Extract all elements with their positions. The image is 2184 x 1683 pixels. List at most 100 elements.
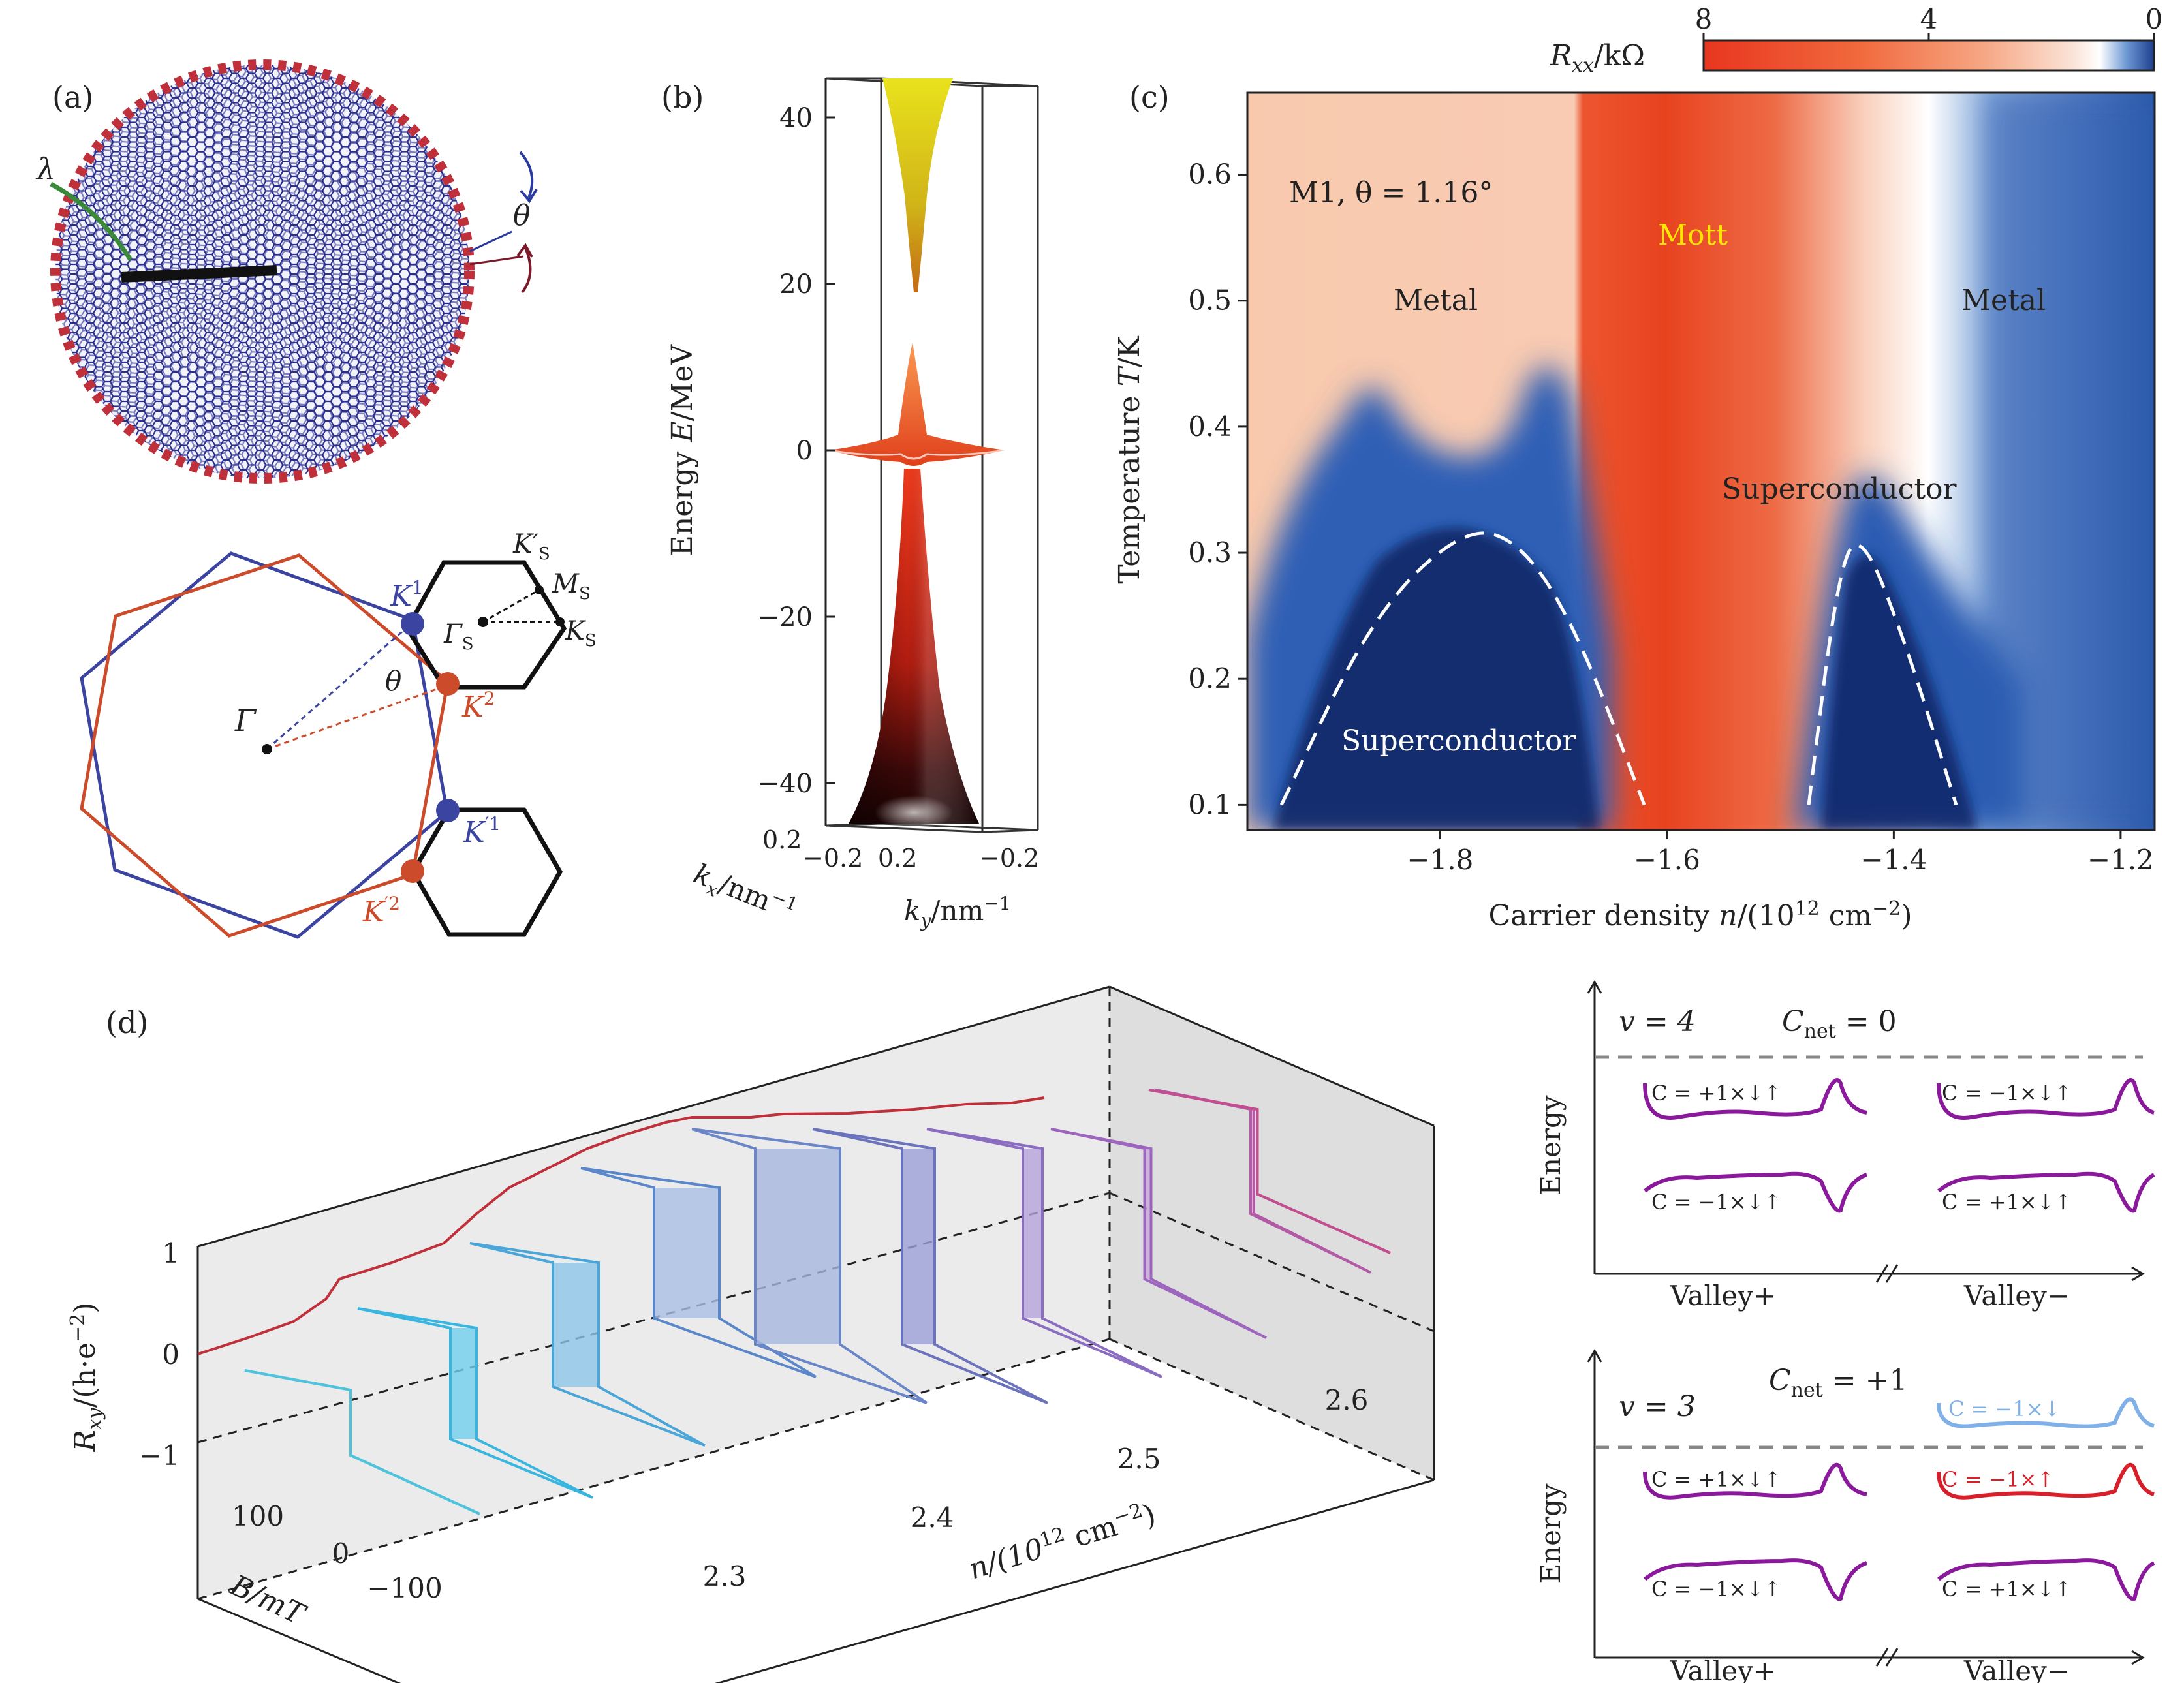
c-xtick-label-1: −1.6 [1634,844,1700,876]
loop-branch-b-0 [244,1369,480,1515]
z-tick-0: 0 [162,1338,179,1370]
panel-b-yaxis: 40 20 0 −20 −40 Energy E/MeV [666,78,835,826]
kp-s-label: K′S [512,529,550,564]
gamma-label: Γ [234,703,257,738]
panel-b-label: (b) [661,80,704,115]
loop-branch-b-7 [1050,1128,1267,1339]
loop-branch-a-3 [580,1167,817,1378]
z-tick-m1: −1 [139,1440,179,1472]
c-ytick-label-2: 0.3 [1188,536,1232,568]
kx-tick-2: −0.2 [803,844,863,872]
chern-bottom-4: C = +1×↓↑ [1942,1577,2072,1601]
b-ytick-label-4: −40 [758,769,813,799]
loop-branch-a-6 [926,1128,1162,1378]
cnet-bottom: Cnet = +1 [1769,1364,1908,1402]
kp1-label: K′1 [463,813,501,849]
rotation-arrow-blue [519,151,534,198]
moire-lattice: λ θ [35,59,538,484]
loop-branch-b-4 [691,1128,928,1404]
chern-top-1: C = +1×↓↑ [1651,1081,1781,1105]
kp2-dot [401,859,424,883]
region-metal-right: Metal [1961,284,2046,317]
theta-label-top: θ [513,199,531,232]
chern-bottom-0: C = −1×↓ [1948,1397,2061,1421]
side-wall [1110,987,1434,1480]
b-tick-100: 100 [232,1500,284,1532]
n-tick-3: 2.6 [1325,1384,1369,1416]
upper-band-surface [882,78,953,292]
edge-dots [50,59,475,484]
panel-c: (c) 8 4 0 Rxx/kΩ [1113,3,2162,933]
kx-label: kx/nm−1 [688,856,802,931]
loop-fill-6 [1023,1149,1042,1318]
kx-tick-1: 0.2 [762,826,802,854]
k1-dot [401,612,424,636]
panel-c-ylabel: Temperature T/K [1113,335,1146,583]
k-s-label: KS [565,616,597,651]
c-xtick-label-2: −1.4 [1860,844,1927,876]
k1-label: K1 [390,577,424,613]
rotation-arrow-red [521,247,532,294]
ky-tick-1: 0.2 [878,844,917,872]
kp1-dot [436,799,460,822]
energy-label-bottom: Energy [1535,1483,1567,1584]
loop-branch-b-2 [469,1242,706,1447]
colorbar-tick-8: 8 [1695,3,1713,35]
loop-fill-5 [902,1149,935,1344]
region-mott: Mott [1658,219,1728,252]
loop-fill-2 [553,1263,599,1387]
region-metal-left: Metal [1394,284,1478,317]
flat-band-surface [829,343,1005,466]
loop-branch-a-1 [357,1307,593,1499]
cnet-top: Cnet = 0 [1782,1005,1897,1043]
b-ytick-label-0: 40 [779,103,813,133]
c-xtick-label-0: −1.8 [1407,844,1473,876]
kp2-label: K′2 [362,893,400,929]
c-ytick-label-4: 0.5 [1188,285,1232,317]
nu-top: v = 4 [1619,1005,1696,1038]
sample-annotation: M1, θ = 1.16° [1289,176,1493,209]
colorbar: 8 4 0 Rxx/kΩ [1550,3,2162,77]
nu-bottom: v = 3 [1619,1390,1696,1423]
band-bottom-3 [1644,1558,1868,1601]
band-top-4 [1937,1171,2155,1213]
loop-fill-4 [755,1149,840,1344]
hysteresis-loops [244,1089,1391,1515]
loop-branch-b-9 [1148,1089,1391,1254]
chern-bottom-2: C = −1×↑ [1942,1467,2054,1492]
valley-plus-bottom: Valley+ [1670,1655,1776,1683]
band-bottom-2 [1937,1462,2155,1500]
n-tick-0: 2.3 [703,1560,747,1592]
z-tick-1: 1 [162,1237,179,1269]
panel-c-yticks: 0.1 0.2 0.3 0.4 0.5 0.6 [1188,159,1247,820]
band-top-2 [1644,1171,1868,1213]
band-bottom-0 [1937,1397,2155,1428]
scale-bar [121,265,277,283]
region-sc-right: Superconductor [1722,472,1958,506]
valley-plus-top: Valley+ [1670,1280,1776,1312]
panel-d-label: (d) [106,1005,148,1040]
rxx-trace [197,1096,1045,1355]
loop-branch-a-2 [469,1242,706,1447]
k2-dot [436,672,460,696]
panel-d: (d) 1 0 −1 Rxy/(h·e−2) 100 0 [67,985,1435,1683]
loop-fill-3 [654,1188,719,1318]
colorbar-tick-0: 0 [2145,3,2163,35]
loop-branch-b-6 [926,1128,1162,1378]
region-sc-left: Superconductor [1341,724,1577,758]
loop-fill-1 [450,1328,476,1439]
panel-a-label: (a) [52,80,93,115]
b-ytick-label-3: −20 [758,602,813,632]
c-xtick-label-3: −1.2 [2087,844,2154,876]
c-ytick-label-1: 0.2 [1188,662,1232,694]
panel-e-bottom: v = 3 Cnet = +1 Energy Valley+ Valley− C… [1535,1349,2155,1683]
panel-d-ylabel: Rxy/(h·e−2) [67,1303,106,1453]
loop-fill-7 [1144,1149,1151,1279]
colorbar-label: Rxx/kΩ [1550,39,1645,77]
lambda-symbol: λ [35,151,55,187]
panel-b: (b) 40 20 0 −20 −40 Energy E/MeV 0.2 −0.2 0.… [661,77,1039,931]
panel-c-xticks: −1.8 −1.6 −1.4 −1.2 [1407,830,2154,876]
c-ytick-label-3: 0.4 [1188,410,1232,442]
b-tick-m100: −100 [367,1572,442,1604]
